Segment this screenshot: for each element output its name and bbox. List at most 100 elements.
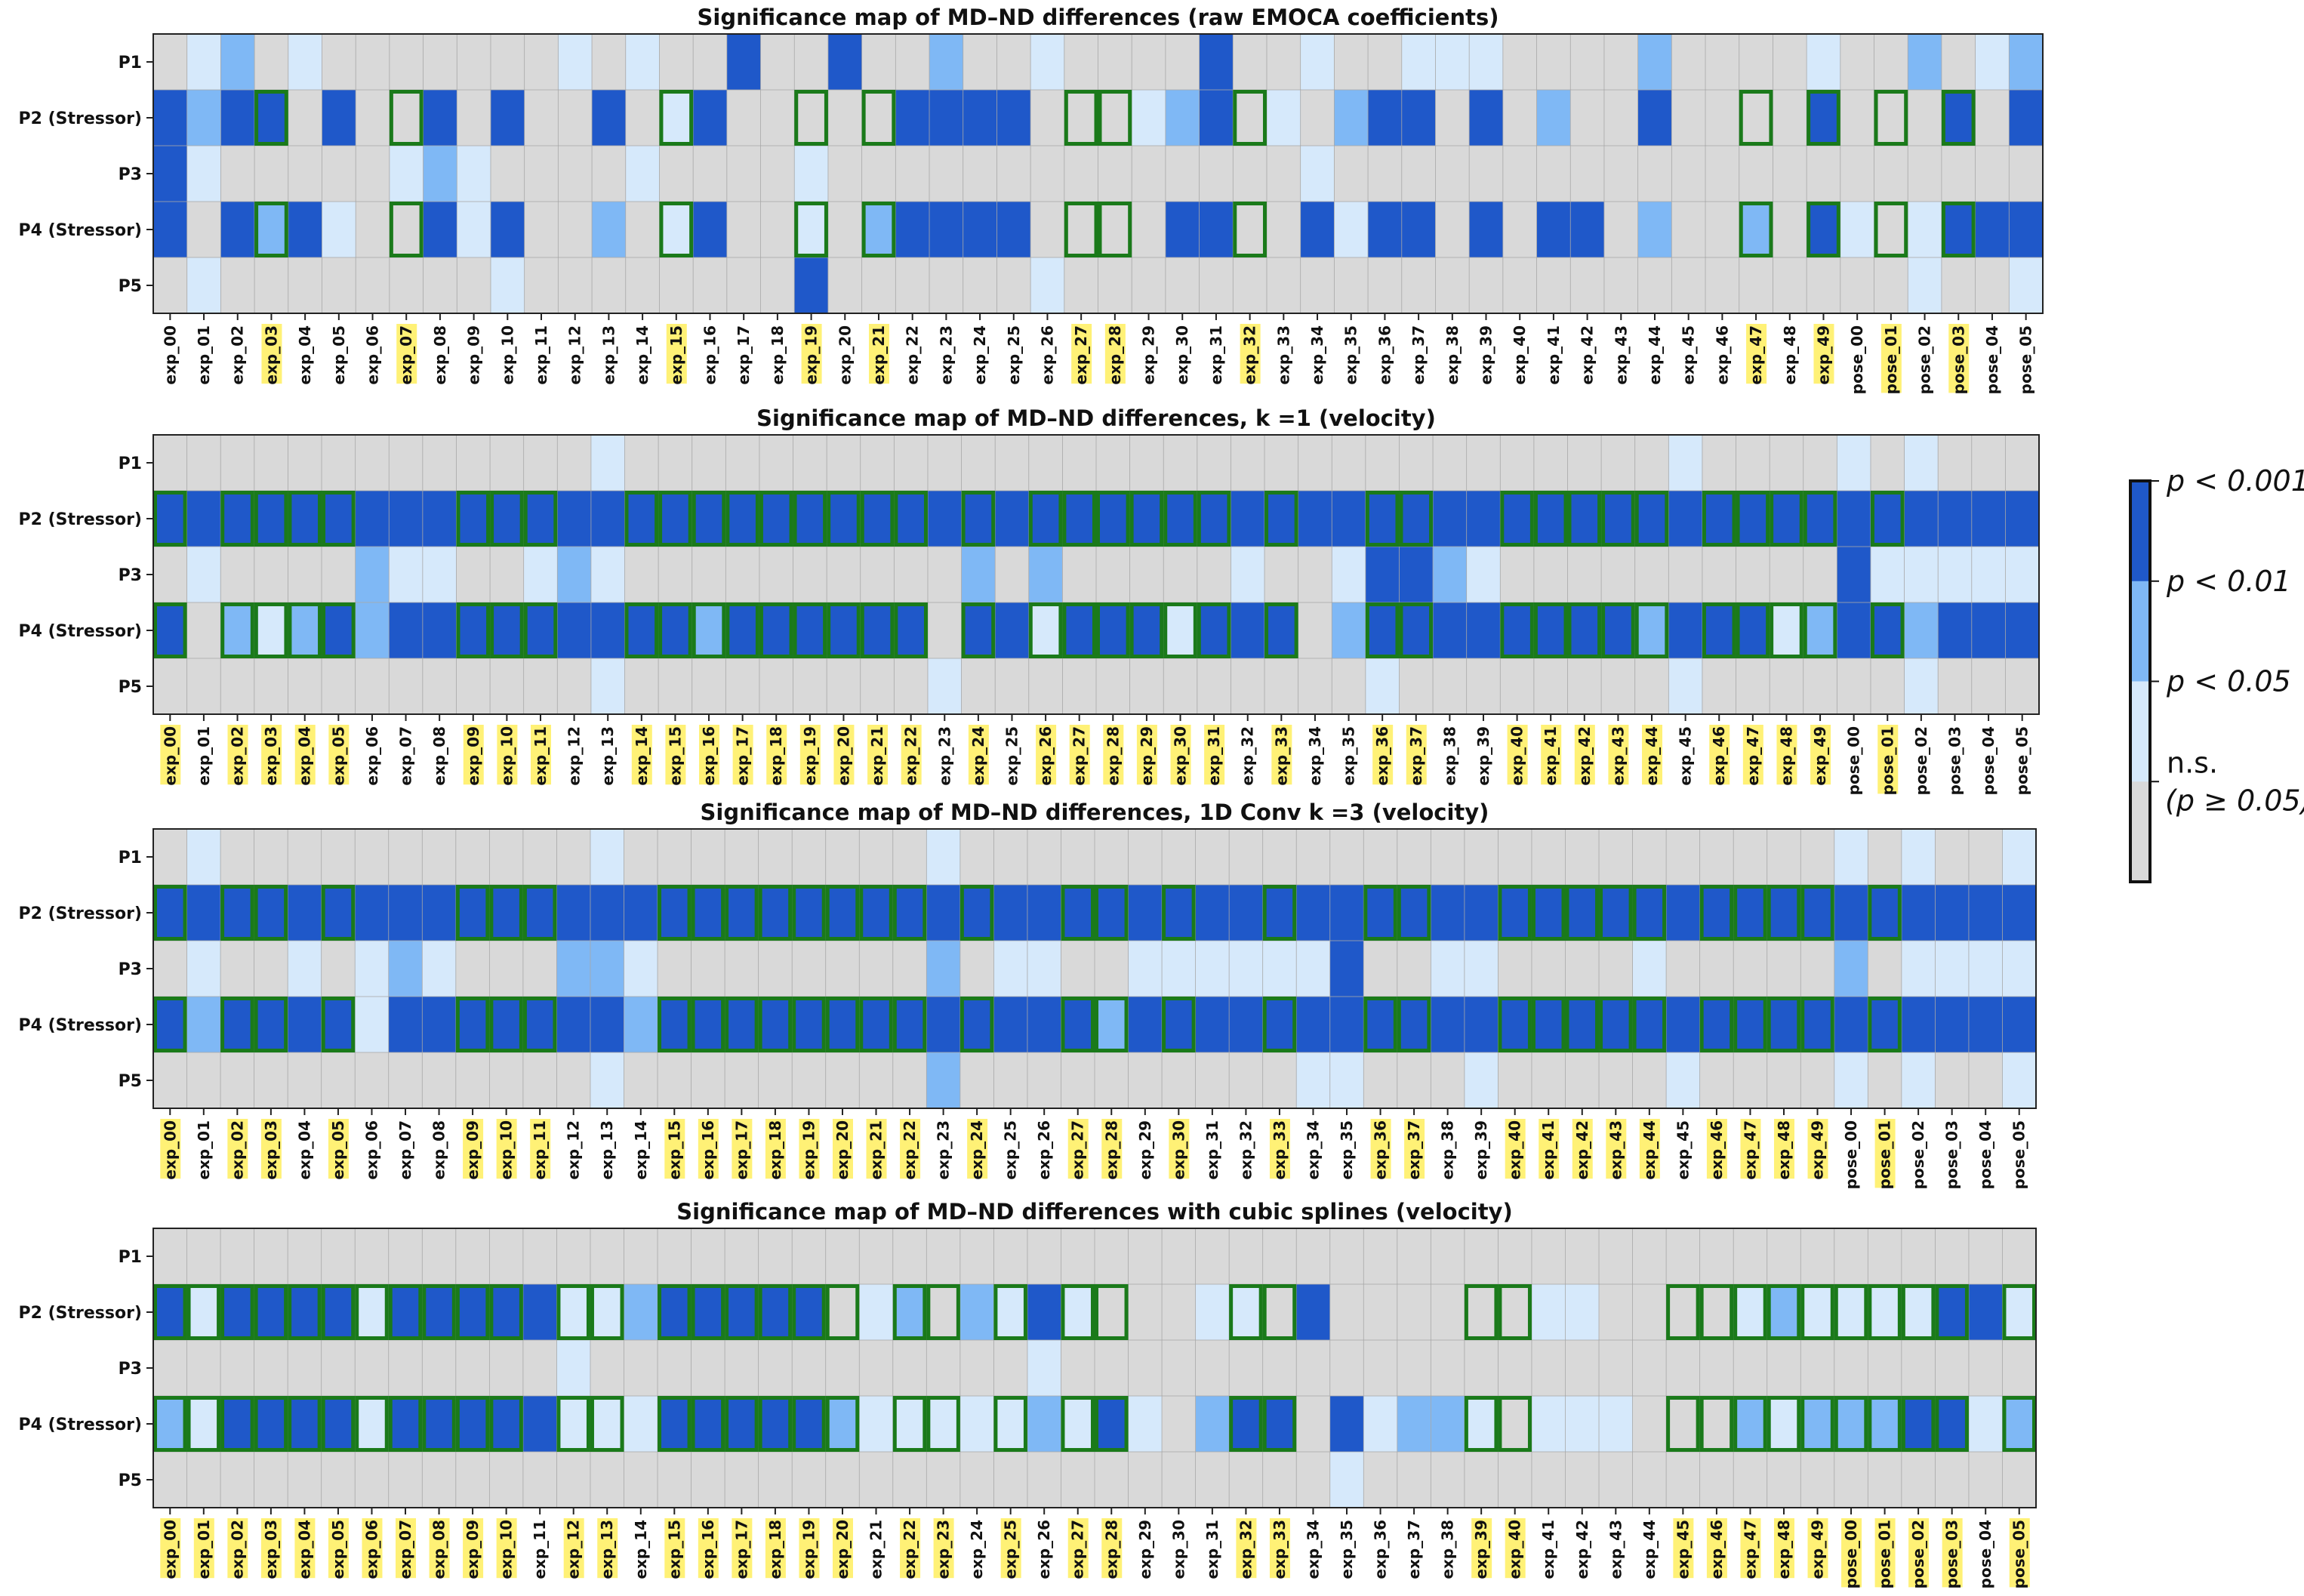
heatmap-cell — [522, 996, 558, 1053]
column-label-text: exp_30 — [1172, 726, 1190, 786]
heatmap-cell — [926, 1339, 961, 1397]
label-highlight — [160, 1119, 181, 1179]
heatmap-cell — [522, 1052, 558, 1109]
heatmap-cell — [254, 940, 289, 997]
heatmap-cell — [825, 1395, 861, 1453]
column-label-text: exp_47 — [1741, 1120, 1759, 1180]
heatmap-cell — [1228, 1339, 1264, 1397]
heatmap-cell — [1531, 1052, 1566, 1109]
significance-highlight-box — [691, 1284, 725, 1340]
label-highlight — [261, 324, 282, 384]
heatmap-cell — [389, 201, 424, 258]
significance-highlight-box — [1162, 885, 1196, 941]
heatmap-cell — [1131, 89, 1166, 146]
column-label: exp_35 — [1342, 325, 1360, 385]
heatmap-cell — [254, 201, 289, 258]
heatmap-cell — [1975, 33, 2010, 91]
heatmap-cell — [1161, 828, 1197, 886]
heatmap-cell — [590, 828, 625, 886]
heatmap-cell — [793, 89, 829, 146]
column-label-text: exp_29 — [1138, 726, 1156, 786]
significance-highlight-box — [1098, 90, 1132, 146]
heatmap-cell — [1064, 89, 1099, 146]
heatmap-cell — [1904, 434, 1939, 491]
heatmap-cell — [1401, 89, 1437, 146]
label-highlight — [799, 1119, 820, 1179]
heatmap-cell — [423, 89, 458, 146]
heatmap-cell — [556, 940, 591, 997]
significance-highlight-box — [892, 997, 927, 1052]
column-label-text: exp_26 — [1035, 1520, 1053, 1579]
heatmap-cell — [963, 89, 998, 146]
heatmap-cell — [355, 257, 390, 314]
heatmap-cell — [1665, 1283, 1701, 1341]
heatmap-cell — [456, 602, 491, 659]
column-label-text: exp_12 — [565, 1120, 583, 1180]
heatmap-cell — [254, 257, 289, 314]
heatmap-cell — [1399, 546, 1434, 603]
heatmap-cell — [793, 658, 828, 715]
column-label: exp_39 — [1477, 325, 1495, 385]
heatmap-cell — [624, 1052, 658, 1109]
heatmap-cell — [657, 828, 692, 886]
heatmap-cell — [1161, 1395, 1197, 1453]
heatmap-cell — [1095, 602, 1131, 659]
column-label-text: exp_43 — [1606, 1520, 1625, 1579]
heatmap-cell — [1800, 1283, 1835, 1341]
heatmap-cell — [1971, 434, 2007, 491]
column-label-text: exp_13 — [599, 325, 618, 385]
heatmap-cell — [1329, 1228, 1365, 1285]
heatmap-cell — [1739, 201, 1774, 258]
heatmap-cell — [1397, 884, 1432, 941]
heatmap-cell — [388, 1283, 424, 1341]
heatmap-cell — [963, 201, 998, 258]
column-label-text: exp_09 — [464, 726, 482, 786]
column-label-text: exp_13 — [598, 1120, 616, 1180]
column-label-text: pose_03 — [1949, 325, 1967, 394]
heatmap-cell — [1128, 940, 1163, 997]
heatmap-cell — [1028, 546, 1064, 603]
column-label: exp_43 — [1606, 1520, 1625, 1579]
column-label-text: exp_36 — [1375, 325, 1394, 385]
row-label: P3 — [119, 165, 142, 184]
column-label: exp_41 — [1539, 1119, 1560, 1180]
heatmap-cell — [1199, 257, 1234, 314]
heatmap-cell — [1836, 434, 1871, 491]
label-highlight — [260, 1518, 282, 1579]
heatmap-cell — [1834, 884, 1869, 941]
heatmap-cell — [590, 884, 625, 941]
label-highlight — [1841, 1518, 1862, 1588]
heatmap-cell — [826, 602, 861, 659]
heatmap-cell — [1363, 1052, 1398, 1109]
heatmap-cell — [422, 658, 457, 715]
significance-highlight-box — [691, 1396, 725, 1452]
significance-highlight-box — [590, 1396, 624, 1452]
heatmap-cell — [1600, 546, 1636, 603]
significance-highlight-box — [490, 491, 524, 547]
heatmap-cell — [1634, 602, 1670, 659]
heatmap-cell — [2002, 940, 2037, 997]
heatmap-cell — [1030, 201, 1065, 258]
heatmap-cell — [1498, 1451, 1532, 1508]
heatmap-cell — [1634, 546, 1670, 603]
column-label: exp_03 — [261, 725, 282, 786]
column-label: exp_33 — [1269, 1119, 1290, 1180]
heatmap-cell — [152, 490, 188, 547]
column-label: exp_32 — [1236, 1518, 1257, 1579]
heatmap-cell — [1262, 940, 1298, 997]
label-highlight — [193, 1518, 214, 1579]
heatmap-cell — [1231, 490, 1265, 547]
significance-highlight-box — [993, 1396, 1027, 1452]
significance-highlight-box — [1601, 491, 1635, 547]
heatmap-cell — [556, 1052, 591, 1109]
label-highlight — [597, 1518, 618, 1579]
heatmap-cell — [186, 1228, 221, 1285]
label-highlight — [1104, 324, 1126, 384]
column-label: exp_39 — [1471, 1518, 1492, 1579]
column-label: exp_41 — [1541, 725, 1562, 786]
column-label-text: exp_24 — [969, 726, 987, 786]
column-label-text: exp_17 — [732, 1520, 750, 1579]
column-label-text: exp_00 — [161, 325, 179, 385]
label-highlight — [160, 725, 181, 785]
column-label-text: exp_01 — [195, 1520, 213, 1579]
